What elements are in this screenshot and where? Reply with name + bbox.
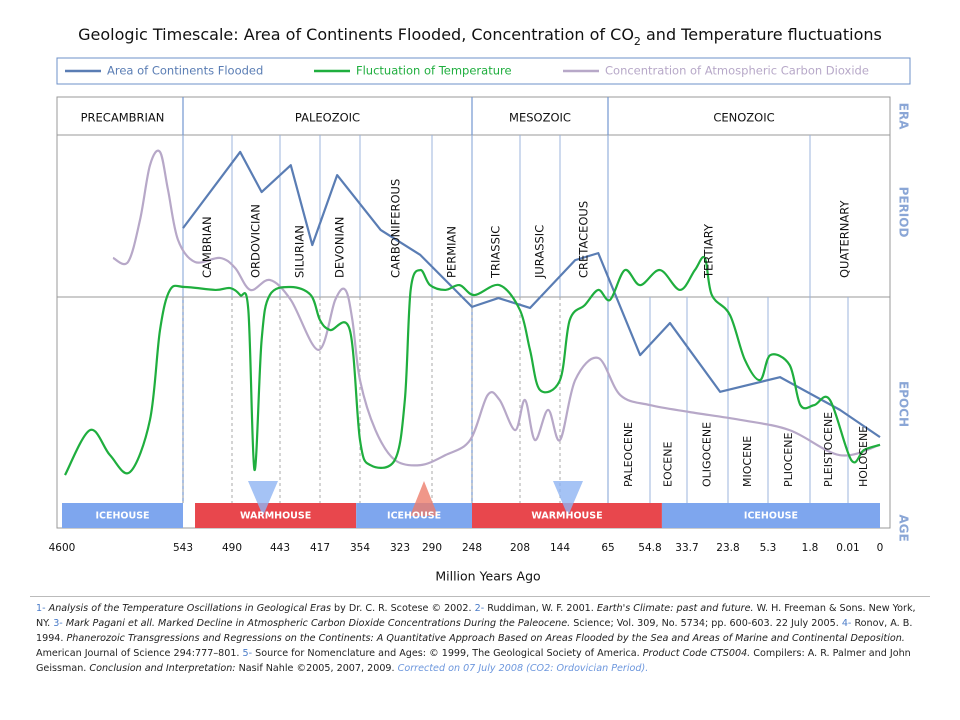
x-tick-label: 54.8 — [638, 542, 661, 554]
x-tick-label: 0.01 — [836, 542, 859, 554]
footnote-run: 4- — [841, 618, 852, 629]
x-tick-label: 65 — [601, 542, 614, 554]
footnote-run: Ronov, A. B. 1994. — [36, 618, 913, 644]
footnote-run: 2- — [474, 603, 485, 614]
x-tick-label: 417 — [310, 542, 330, 554]
legend-label: Area of Continents Flooded — [107, 64, 263, 78]
period-label: CAMBRIAN — [200, 216, 214, 278]
footnote-run: Product Code CTS004. — [642, 648, 751, 659]
cold-marker — [553, 481, 583, 516]
footnote-run: Nasif Nahle ©2005, 2007, 2009. — [235, 663, 398, 674]
legend-label: Fluctuation of Temperature — [356, 64, 512, 78]
period-label: CARBONIFEROUS — [389, 179, 403, 278]
row-label: AGE — [897, 514, 911, 541]
row-label: EPOCH — [897, 381, 911, 427]
footnote-run: Compilers: A. R. Palmer and John Geissma… — [36, 648, 911, 674]
x-tick-label: 248 — [462, 542, 482, 554]
period-label: JURASSIC — [533, 225, 547, 279]
series-line — [64, 255, 881, 476]
period-label: ORDOVICIAN — [249, 204, 263, 278]
age-label: ICEHOUSE — [387, 511, 441, 522]
title-text: Geologic Timescale: Area of Continents F… — [78, 25, 634, 44]
legend-box — [56, 57, 911, 85]
age-label: ICEHOUSE — [744, 511, 798, 522]
epoch-label: EOCENE — [662, 442, 675, 487]
title-subscript: 2 — [634, 35, 641, 48]
epoch-label: MIOCENE — [741, 436, 754, 487]
x-tick-label: 23.8 — [716, 542, 739, 554]
epoch-label: HOLOCENE — [857, 426, 870, 487]
period-label: TERTIARY — [702, 223, 716, 279]
x-axis-title: Million Years Ago — [435, 569, 540, 584]
plot-frame — [56, 96, 891, 529]
x-tick-label: 4600 — [49, 542, 76, 554]
footnote-run: Earth's Climate: past and future. — [596, 603, 754, 614]
series-lines — [64, 149, 881, 476]
period-label: CRETACEOUS — [577, 201, 591, 278]
age-band — [62, 503, 183, 528]
age-band — [661, 503, 880, 528]
x-tick-label: 0 — [877, 542, 884, 554]
footnote-run: Corrected on 07 July 2008 (CO2: Ordovici… — [397, 663, 649, 674]
legend-label: Concentration of Atmospheric Carbon Diox… — [605, 64, 869, 78]
x-tick-label: 490 — [222, 542, 242, 554]
footnote-run: Analysis of the Temperature Oscillations… — [45, 603, 331, 614]
markers — [248, 481, 583, 516]
series-line — [182, 150, 881, 439]
x-tick-label: 144 — [550, 542, 570, 554]
x-tick-label: 1.8 — [802, 542, 819, 554]
footnote-run: 3- — [53, 618, 63, 629]
age-label: WARMHOUSE — [240, 511, 311, 522]
footnote: 1- Analysis of the Temperature Oscillati… — [30, 596, 930, 697]
age-label: WARMHOUSE — [531, 511, 602, 522]
labels: 4600 543 490 443 417 354 323 290 248 208 144 65 54.8… — [49, 64, 911, 555]
footnote-run: Mark Pagani et all. Marked Decline in At… — [62, 618, 571, 629]
footnote-run: Source for Nomenclature and Ages: © 1999… — [252, 648, 643, 659]
x-tick-label: 443 — [270, 542, 290, 554]
age-label: ICEHOUSE — [95, 511, 149, 522]
footnote-run: Phanerozoic Transgressions and Regressio… — [66, 633, 905, 644]
age-band — [195, 503, 357, 528]
era-label: MESOZOIC — [509, 111, 571, 125]
row-label: ERA — [897, 103, 911, 130]
chart-title: Geologic Timescale: Area of Continents F… — [78, 25, 882, 48]
period-label: PERMIAN — [445, 226, 459, 278]
x-tick-label: 5.3 — [760, 542, 777, 554]
title-text: and Temperature fluctuations — [641, 25, 882, 44]
footnote-run: by Dr. C. R. Scotese © 2002. — [330, 603, 475, 614]
era-label: PRECAMBRIAN — [81, 111, 165, 125]
footnote-run: Science; Vol. 309, No. 5734; pp. 600-603… — [570, 618, 842, 629]
period-label: SILURIAN — [293, 225, 307, 278]
dividers — [182, 97, 849, 503]
footnote-run: W. H. Freeman & Sons. New York, NY. — [36, 603, 916, 629]
period-label: QUATERNARY — [838, 200, 852, 278]
era-label: PALEOZOIC — [295, 111, 360, 125]
era-label: CENOZOIC — [713, 111, 774, 125]
chart: Geologic Timescale: Area of Continents F… — [49, 25, 911, 584]
period-label: DEVONIAN — [333, 217, 347, 278]
epoch-label: PALEOCENE — [622, 422, 635, 487]
x-tick-label: 354 — [350, 542, 370, 554]
period-label: TRIASSIC — [489, 226, 503, 279]
footnote-run: 5- — [242, 648, 253, 659]
epoch-label: OLIGOCENE — [701, 422, 714, 487]
x-tick-label: 33.7 — [675, 542, 698, 554]
footnote-run: American Journal of Science 294:777–801. — [36, 648, 243, 659]
x-tick-label: 290 — [422, 542, 442, 554]
epoch-label: PLIOCENE — [782, 432, 795, 487]
footnote-run: 1- — [36, 603, 46, 614]
footnote-run: Conclusion and Interpretation: — [89, 663, 236, 674]
cold-marker — [248, 481, 278, 516]
x-tick-label: 323 — [390, 542, 410, 554]
row-label: PERIOD — [897, 187, 911, 238]
x-tick-label: 208 — [510, 542, 530, 554]
epoch-label: PLEISTOCENE — [822, 412, 835, 487]
warm-marker — [410, 481, 438, 516]
x-tick-label: 543 — [173, 542, 193, 554]
footnote-run: Ruddiman, W. F. 2001. — [484, 603, 597, 614]
